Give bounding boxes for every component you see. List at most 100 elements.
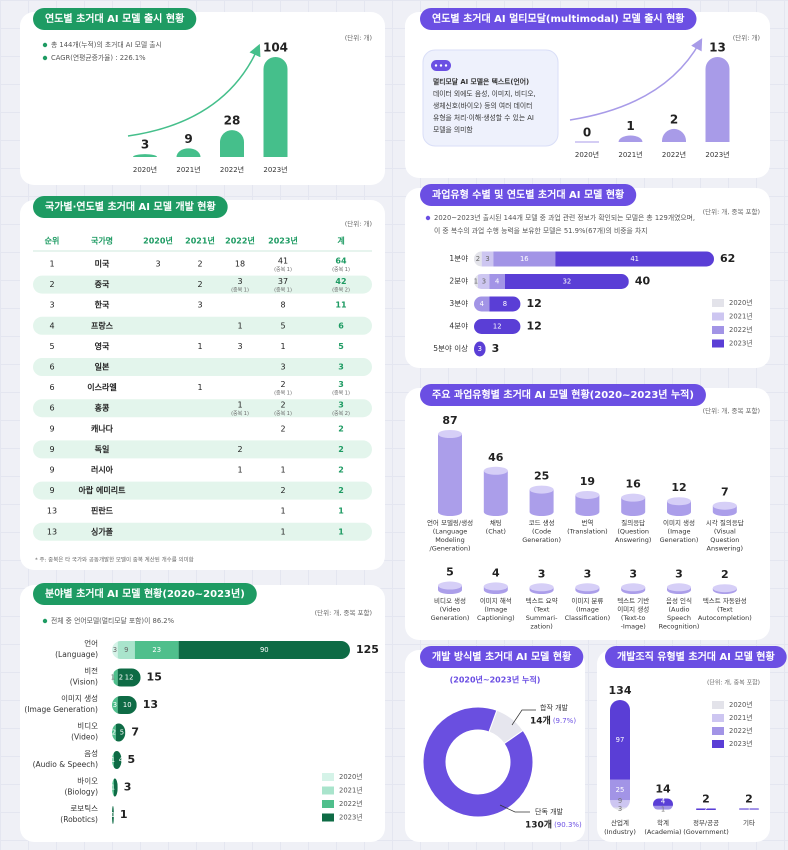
table-cell: 2 [280, 380, 285, 389]
x-tick-label: 텍스트 자동완성 [703, 596, 747, 605]
column-segment [610, 700, 630, 780]
table-header: 2022년 [225, 236, 255, 246]
column-group [610, 700, 630, 810]
table-cell: 9 [49, 424, 54, 433]
y-tick-label: 4분야 [449, 321, 468, 331]
x-tick-label: 시각 질의응답 [706, 518, 744, 527]
title-pill [605, 646, 787, 668]
table-note: (중복 1) [274, 267, 292, 273]
x-tick-label: (Text [717, 606, 733, 614]
cylinder [667, 501, 691, 516]
table-note: (중복 1) [332, 391, 350, 397]
row-band [33, 399, 372, 418]
x-tick-label: (Question [617, 528, 649, 536]
table-cell: 6 [49, 383, 54, 392]
table-cell: 5 [338, 342, 344, 351]
table-cell: 1 [280, 466, 285, 475]
table-cell: 아랍 에미리트 [79, 485, 127, 495]
x-tick-label: 텍스트 요약 [526, 596, 558, 605]
value-label: 3 [141, 138, 149, 152]
info-icon-dot [439, 64, 443, 67]
table-cell: 홍콩 [95, 403, 110, 413]
legend-label: 2021년 [729, 312, 753, 321]
x-tick-label: (Image [484, 606, 507, 614]
legend-swatch [322, 773, 334, 781]
bar-segment [112, 778, 114, 797]
x-tick-label: 산업계 [611, 818, 629, 827]
table-cell: 9 [49, 486, 54, 495]
table-cell: 5 [280, 321, 285, 330]
panel-title: 분야별 초거대 AI 모델 현황(2020~2023년) [45, 587, 245, 600]
table-cell: 한국 [95, 300, 110, 310]
table-header: 순위 [45, 236, 60, 246]
table-cell: 러시아 [91, 465, 114, 475]
info-icon-dot [444, 64, 448, 67]
bar-segment [474, 319, 521, 334]
x-tick-label: (Chat) [486, 528, 506, 536]
segment-label: 1 [747, 806, 751, 814]
note-text: CAGR(연평균증가율) : 226.1% [51, 53, 146, 62]
total-label: 62 [720, 252, 735, 265]
segment-label: 9 [618, 797, 622, 805]
segment-label: 5 [120, 729, 124, 737]
legend-label: 2022년 [729, 726, 753, 735]
table-cell: 싱가폴 [91, 526, 114, 536]
value-label: 46 [488, 451, 504, 464]
share-label: (90.3%) [554, 821, 582, 829]
table-cell: 42 [335, 277, 346, 286]
x-tick-label: 2023년 [705, 150, 729, 159]
bar [618, 135, 643, 142]
trend-arrow [569, 38, 703, 121]
table-cell: 2 [280, 424, 285, 433]
table-cell: 3 [280, 363, 285, 372]
bar [705, 57, 730, 142]
value-label: 2 [670, 112, 678, 126]
total-label: 125 [356, 643, 379, 656]
segment-label: 12 [493, 323, 502, 331]
y-tick-label: (Audio & Speech) [33, 760, 98, 769]
cylinder-top [575, 583, 600, 592]
legend-label: 2020년 [339, 772, 363, 781]
table-cell: 9 [49, 466, 54, 475]
table-cell: 일본 [95, 362, 110, 372]
row-band [33, 358, 372, 376]
segment-label: 1 [111, 784, 115, 792]
row-band [33, 440, 372, 459]
bar-segment [474, 341, 486, 357]
table-header: 국가명 [91, 236, 113, 246]
cylinder-top [438, 430, 462, 438]
bar-segment [555, 251, 714, 267]
subtitle: (2020년~2023년 누적) [450, 675, 541, 685]
x-tick-label: 기타 [743, 818, 755, 827]
x-tick-label: (Video [440, 606, 461, 614]
legend-label: 2023년 [729, 739, 753, 748]
segment-label: 9 [124, 646, 128, 654]
x-tick-label: Autocompletion) [698, 614, 752, 622]
x-tick-label: 코드 생성 [529, 518, 555, 527]
x-tick-label: Modeling [435, 536, 465, 544]
x-tick-label: 이미지 생성 [617, 605, 649, 614]
total-label: 3 [492, 342, 500, 355]
bar-segment [474, 274, 478, 289]
info-text: 데이터 외에도 음성, 이미지, 비디오, [433, 89, 536, 98]
bar-segment [112, 641, 118, 659]
segment-label: 41 [630, 255, 639, 263]
cylinder-top [621, 493, 646, 502]
panel-title: 국가별·연도별 초거대 AI 모델 개발 현황 [45, 200, 216, 213]
table-cell: 2 [338, 466, 344, 475]
table-cell: 미국 [95, 259, 110, 269]
bar-segment [134, 641, 179, 659]
bar [263, 57, 288, 157]
x-tick-label: (Image [576, 606, 599, 614]
bar-group [112, 806, 114, 824]
x-tick-label: (Industry) [604, 828, 636, 836]
segment-label: 9 [661, 790, 665, 798]
y-tick-label: 3분야 [449, 298, 468, 308]
x-tick-label: (Government) [683, 828, 729, 836]
segment-label: 1 [111, 674, 115, 682]
table-cell: 3 [338, 380, 344, 389]
cylinder-top [438, 581, 462, 590]
value-label: 14개 [530, 715, 551, 727]
